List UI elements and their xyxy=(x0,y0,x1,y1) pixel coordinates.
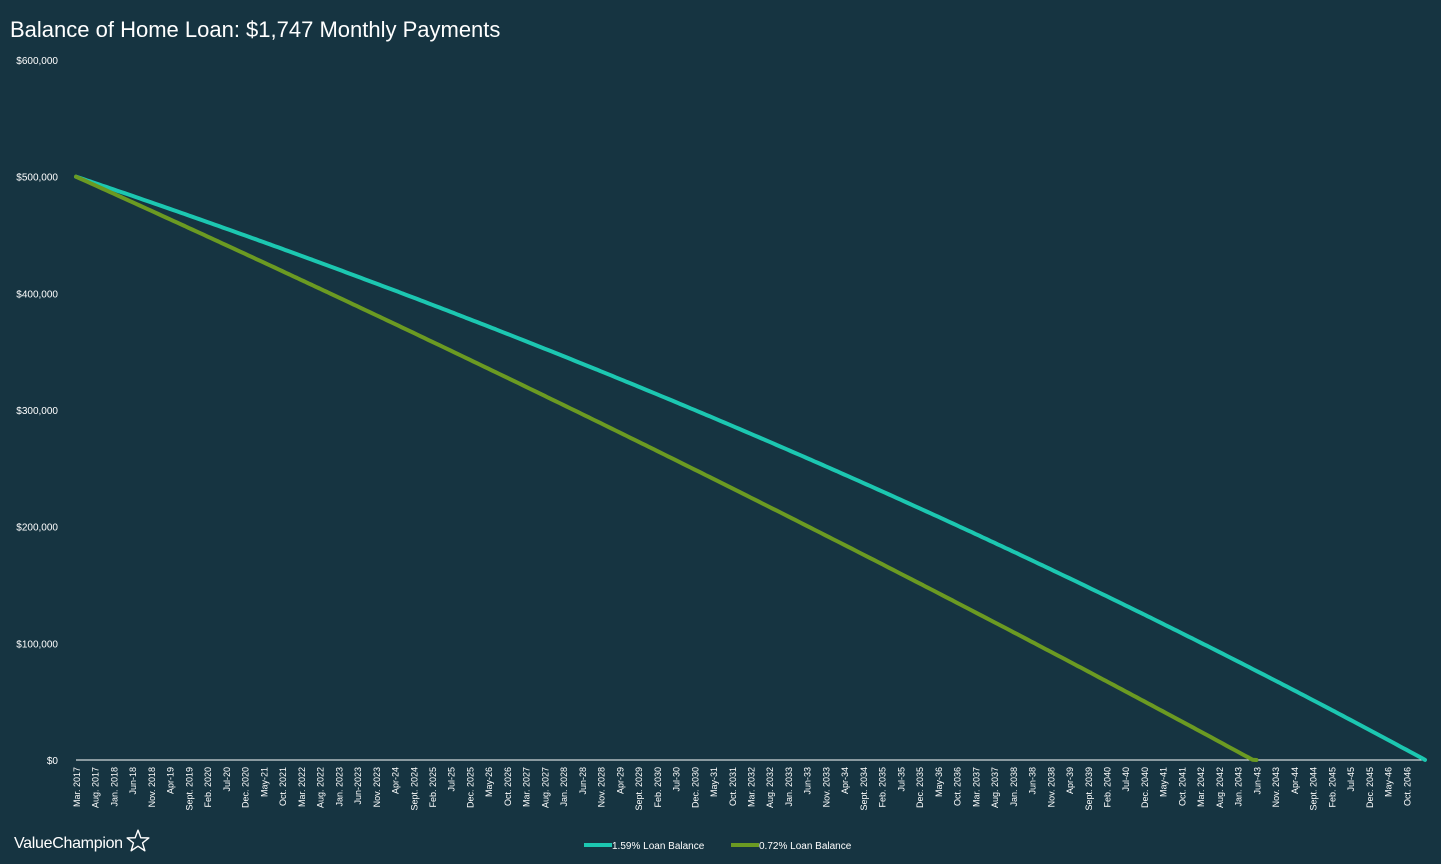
x-tick-label: Jun-43 xyxy=(1252,767,1262,795)
x-tick-label: Oct. 2031 xyxy=(728,767,738,806)
x-tick-label: Feb. 2030 xyxy=(653,767,663,808)
x-tick-label: Sept. 2044 xyxy=(1309,767,1319,811)
x-tick-label: Apr-44 xyxy=(1290,767,1300,794)
x-tick-label: Jan. 2033 xyxy=(784,767,794,807)
x-tick-label: Mar. 2042 xyxy=(1196,767,1206,807)
x-tick-label: Mar. 2027 xyxy=(522,767,532,807)
x-tick-label: May-41 xyxy=(1159,767,1169,797)
x-tick-label: Feb. 2025 xyxy=(428,767,438,808)
x-tick-label: Jun-28 xyxy=(578,767,588,795)
legend-label: 1.59% Loan Balance xyxy=(612,841,705,852)
x-tick-label: Nov. 2038 xyxy=(1046,767,1056,807)
x-tick-label: Oct. 2046 xyxy=(1402,767,1412,806)
x-tick-label: Jan. 2018 xyxy=(109,767,119,807)
x-tick-label: Feb. 2045 xyxy=(1327,767,1337,808)
x-tick-label: Dec. 2030 xyxy=(690,767,700,808)
x-tick-label: Sept. 2019 xyxy=(184,767,194,811)
x-tick-label: Apr-39 xyxy=(1065,767,1075,794)
x-tick-label: Jun-2023 xyxy=(353,767,363,805)
chart-lines xyxy=(74,174,1427,762)
y-tick-label: $400,000 xyxy=(16,289,58,300)
x-tick-label: Jun-33 xyxy=(803,767,813,795)
x-tick-label: Apr-34 xyxy=(840,767,850,794)
x-tick-label: Aug. 2017 xyxy=(91,767,101,808)
x-tick-label: Jan. 2043 xyxy=(1234,767,1244,807)
x-tick-label: Jul-35 xyxy=(896,767,906,792)
series-line-0 xyxy=(74,174,1427,762)
x-tick-label: Sept. 2034 xyxy=(859,767,869,811)
x-tick-label: Feb. 2020 xyxy=(203,767,213,808)
x-tick-label: Jul-40 xyxy=(1121,767,1131,792)
x-tick-label: Oct. 2041 xyxy=(1177,767,1187,806)
chart-legend: 1.59% Loan Balance 0.72% Loan Balance xyxy=(584,841,852,852)
x-tick-label: Dec. 2040 xyxy=(1140,767,1150,808)
chart-title: Balance of Home Loan: $1,747 Monthly Pay… xyxy=(10,17,501,42)
x-tick-label: Sept. 2029 xyxy=(634,767,644,811)
x-tick-label: Mar. 2022 xyxy=(297,767,307,807)
x-tick-label: Aug. 2032 xyxy=(765,767,775,808)
x-tick-label: Dec. 2020 xyxy=(241,767,251,808)
x-tick-label: Feb. 2035 xyxy=(878,767,888,808)
x-tick-label: Aug. 2027 xyxy=(540,767,550,808)
x-tick-label: Jul-45 xyxy=(1346,767,1356,792)
x-tick-label: Oct. 2021 xyxy=(278,767,288,806)
x-tick-label: Jan. 2028 xyxy=(559,767,569,807)
x-tick-label: Apr-24 xyxy=(391,767,401,794)
y-tick-label: $100,000 xyxy=(16,639,58,650)
x-tick-label: Jun-18 xyxy=(128,767,138,795)
x-tick-label: Feb. 2040 xyxy=(1102,767,1112,808)
x-tick-label: Apr-29 xyxy=(615,767,625,794)
x-tick-label: Nov. 2033 xyxy=(821,767,831,807)
x-axis: Mar. 2017 Aug. 2017 Jan. 2018 Jun-18 Nov. 20… xyxy=(72,759,1425,811)
x-tick-label: Mar. 2032 xyxy=(747,767,757,807)
x-tick-label: Dec. 2025 xyxy=(465,767,475,808)
x-tick-label: Mar. 2017 xyxy=(72,767,82,807)
y-tick-label: $300,000 xyxy=(16,406,58,417)
series-line-1 xyxy=(74,174,1259,762)
x-tick-label: May-46 xyxy=(1384,767,1394,797)
x-tick-label: Mar. 2037 xyxy=(971,767,981,807)
x-tick-label: Dec. 2045 xyxy=(1365,767,1375,808)
x-tick-label: Jan. 2023 xyxy=(334,767,344,807)
x-tick-label: Nov. 2023 xyxy=(372,767,382,807)
y-tick-label: $0 xyxy=(47,756,59,767)
x-tick-label: Nov. 2028 xyxy=(597,767,607,807)
x-tick-label: Jan. 2038 xyxy=(1009,767,1019,807)
star-outline-icon xyxy=(126,829,150,852)
y-tick-label: $600,000 xyxy=(16,56,58,67)
x-tick-label: Dec. 2035 xyxy=(915,767,925,808)
x-tick-label: Aug. 2037 xyxy=(990,767,1000,808)
x-tick-label: Jun-38 xyxy=(1028,767,1038,795)
x-tick-label: May-26 xyxy=(484,767,494,797)
x-tick-label: Nov. 2043 xyxy=(1271,767,1281,807)
x-tick-label: Aug. 2042 xyxy=(1215,767,1225,808)
x-tick-label: May-31 xyxy=(709,767,719,797)
y-axis: $0 $100,000 $200,000 $300,000 $400,000 $500,0… xyxy=(16,56,58,767)
x-tick-label: Sept. 2024 xyxy=(409,767,419,811)
x-tick-label: Jul-20 xyxy=(222,767,232,792)
brand-logo-text: ValueChampion xyxy=(14,835,123,852)
y-tick-label: $500,000 xyxy=(16,173,58,184)
x-tick-label: May-36 xyxy=(934,767,944,797)
x-tick-label: Nov. 2018 xyxy=(147,767,157,807)
x-tick-label: Oct. 2036 xyxy=(953,767,963,806)
legend-label: 0.72% Loan Balance xyxy=(759,841,852,852)
x-tick-label: Oct. 2026 xyxy=(503,767,513,806)
y-tick-label: $200,000 xyxy=(16,523,58,534)
x-tick-label: Jul-25 xyxy=(447,767,457,792)
x-tick-label: Apr-19 xyxy=(166,767,176,794)
brand-logo: ValueChampion xyxy=(14,829,151,854)
x-tick-label: May-21 xyxy=(259,767,269,797)
x-tick-label: Jul-30 xyxy=(672,767,682,792)
x-tick-label: Sept. 2039 xyxy=(1084,767,1094,811)
x-tick-label: Aug. 2022 xyxy=(316,767,326,808)
